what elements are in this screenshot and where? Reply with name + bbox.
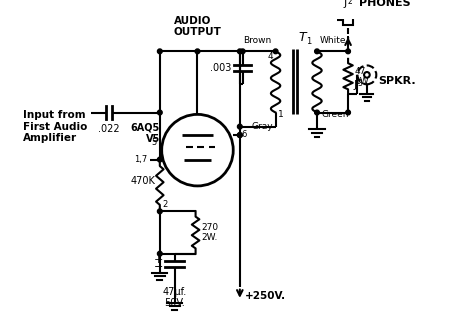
Text: PHONES: PHONES xyxy=(359,0,411,8)
Text: +: + xyxy=(154,255,164,265)
Text: −: − xyxy=(154,262,164,272)
Circle shape xyxy=(240,49,245,54)
Text: 1: 1 xyxy=(306,37,311,46)
Text: Input from
First Audio
Amplifier: Input from First Audio Amplifier xyxy=(23,110,88,143)
Text: 47
1W.: 47 1W. xyxy=(355,66,371,86)
Text: 4: 4 xyxy=(267,52,273,61)
Circle shape xyxy=(237,133,242,138)
Circle shape xyxy=(157,49,162,54)
Text: 470K: 470K xyxy=(130,176,155,186)
Text: .022: .022 xyxy=(98,124,120,134)
Text: 6: 6 xyxy=(242,130,247,139)
Text: AUDIO
OUTPUT: AUDIO OUTPUT xyxy=(174,15,222,37)
Circle shape xyxy=(195,49,200,54)
Text: Green: Green xyxy=(322,110,349,119)
Circle shape xyxy=(346,49,350,54)
Text: J: J xyxy=(354,80,357,90)
Circle shape xyxy=(346,110,350,115)
Text: T: T xyxy=(298,31,306,44)
Circle shape xyxy=(237,49,242,54)
Text: 6AQ5
V5: 6AQ5 V5 xyxy=(130,122,160,144)
Text: Brown: Brown xyxy=(243,36,271,45)
Text: +250V.: +250V. xyxy=(245,291,286,301)
Circle shape xyxy=(237,124,242,129)
Text: White: White xyxy=(320,36,346,45)
Circle shape xyxy=(273,49,278,54)
Text: 1,7: 1,7 xyxy=(134,155,147,164)
Text: 2: 2 xyxy=(347,0,352,6)
Text: Gray: Gray xyxy=(251,122,273,132)
Circle shape xyxy=(157,209,162,214)
Circle shape xyxy=(315,110,319,115)
Text: J: J xyxy=(344,0,347,8)
Circle shape xyxy=(157,251,162,256)
Text: .003: .003 xyxy=(210,63,231,73)
Circle shape xyxy=(157,110,162,115)
Text: 2: 2 xyxy=(163,200,168,209)
Bar xyxy=(343,11,353,25)
Text: 1: 1 xyxy=(277,110,283,119)
Text: 47μf.
50V.: 47μf. 50V. xyxy=(163,287,187,308)
Circle shape xyxy=(157,157,162,162)
Text: SPKR.: SPKR. xyxy=(378,76,416,86)
Text: 3: 3 xyxy=(357,79,362,88)
Text: 270
2W.: 270 2W. xyxy=(201,223,219,242)
Circle shape xyxy=(315,49,319,54)
Circle shape xyxy=(237,133,242,138)
Text: 5: 5 xyxy=(152,138,157,146)
